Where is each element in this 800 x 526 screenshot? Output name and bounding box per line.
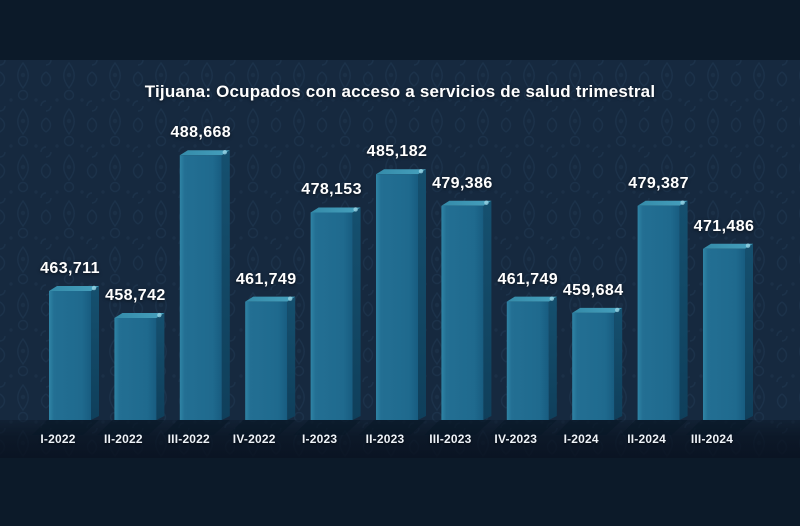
- bar-floor-shadow: [228, 420, 296, 435]
- bar-top-face: [49, 286, 99, 292]
- bar-value-label: 463,711: [40, 260, 100, 277]
- bar-floor-shadow: [293, 420, 361, 435]
- bar-side-face: [418, 169, 426, 420]
- bar-side-face: [156, 313, 165, 420]
- bar-floor-shadow: [686, 420, 753, 435]
- value-labels-layer: 463,711 458,742 488,668 461,749 478,153 485,1…: [0, 60, 800, 458]
- bar-corner-highlight: [91, 285, 97, 291]
- bar-value-label: 459,684: [562, 281, 624, 299]
- bar-front-face: [572, 312, 615, 420]
- bar-front-face: [179, 155, 222, 420]
- x-axis-label: I-2023: [301, 432, 338, 446]
- bar-side-face: [745, 243, 753, 420]
- x-axis-label: IV-2023: [494, 432, 538, 446]
- bar-front-face: [114, 318, 157, 420]
- bar-value-label: 485,182: [366, 143, 428, 161]
- bar-front-face: [376, 174, 418, 420]
- bar-top-face: [245, 296, 296, 302]
- bar-front-face: [310, 212, 353, 420]
- bar-floor-shadow: [424, 420, 492, 435]
- bar-top-face: [179, 150, 230, 156]
- x-axis-label: II-2022: [104, 432, 143, 446]
- bar-front-face: [506, 301, 549, 420]
- bar-value-label: 471,486: [693, 217, 755, 235]
- bar-corner-highlight: [418, 169, 424, 174]
- bar-corner-highlight: [549, 296, 554, 301]
- bar-floor-shadow: [97, 420, 165, 435]
- x-axis-label: I-2024: [563, 432, 599, 446]
- bar-side-face: [91, 286, 99, 420]
- bar-top-face: [703, 243, 753, 249]
- bar-corner-highlight: [288, 296, 293, 301]
- bar-corner-highlight: [484, 200, 489, 205]
- bar-corner-highlight: [745, 243, 751, 248]
- bar-floor-shadow: [359, 420, 426, 435]
- bar-side-face: [679, 200, 688, 420]
- bar-top-face: [114, 313, 165, 319]
- bar-side-face: [352, 207, 361, 420]
- bar-top-face: [376, 169, 426, 175]
- bar-side-face: [483, 200, 492, 420]
- bar-corner-highlight: [222, 150, 227, 155]
- bar-floor-shadow: [489, 420, 557, 435]
- bar-floor-shadow: [32, 420, 99, 435]
- bar-value-label: 479,387: [628, 174, 689, 192]
- bar-corner-highlight: [615, 307, 620, 313]
- bar-top-face: [506, 296, 557, 302]
- bar-shadows: [32, 420, 753, 435]
- x-axis-label: IV-2022: [232, 432, 276, 446]
- bar-floor-shadow: [620, 420, 688, 435]
- bar-value-label: 478,153: [301, 181, 362, 199]
- bar-corner-highlight: [680, 200, 685, 205]
- bar-corner-highlight: [353, 207, 358, 212]
- bar-top-face: [572, 307, 623, 313]
- bars: [49, 150, 753, 420]
- bar-front-face: [637, 205, 680, 420]
- bar-front-face: [441, 205, 484, 420]
- bar-value-label: 461,749: [497, 270, 559, 288]
- chart-title: Tijuana: Ocupados con acceso a servicios…: [144, 82, 656, 101]
- x-axis-label: II-2024: [627, 432, 666, 446]
- x-axis-labels-layer: I-2022 II-2022 III-2022 IV-2022 I-2023 II-202…: [0, 60, 800, 458]
- bar-side-face: [548, 296, 557, 420]
- x-axis-label: II-2023: [365, 432, 405, 446]
- x-axis-label: III-2022: [167, 432, 210, 446]
- bar-value-label: 488,668: [170, 124, 232, 142]
- bar-side-face: [287, 296, 296, 420]
- bar-corner-highlight: [157, 312, 162, 318]
- bar-top-face: [637, 200, 688, 206]
- bar-top-face: [441, 200, 492, 206]
- bar-floor-shadow: [162, 420, 230, 435]
- x-axis-label: III-2023: [429, 432, 472, 446]
- bar-front-face: [245, 301, 288, 420]
- bar-front-face: [49, 291, 91, 420]
- bar-top-face: [310, 207, 361, 213]
- bar-value-label: 461,749: [235, 270, 297, 288]
- x-axis-label: III-2024: [690, 432, 734, 446]
- letterbox-top: [0, 0, 800, 60]
- letterbox-bottom: [0, 458, 800, 526]
- chart-panel: Tijuana: Ocupados con acceso a servicios…: [0, 60, 800, 458]
- bar-side-face: [614, 307, 623, 420]
- bar-value-label: 479,386: [432, 174, 493, 192]
- bars-layer: [32, 150, 753, 435]
- bar-value-label: 458,742: [105, 287, 166, 305]
- bar-front-face: [703, 248, 745, 420]
- x-axis-label: I-2022: [40, 432, 76, 446]
- bar-side-face: [221, 150, 230, 420]
- bar-floor-shadow: [555, 420, 623, 435]
